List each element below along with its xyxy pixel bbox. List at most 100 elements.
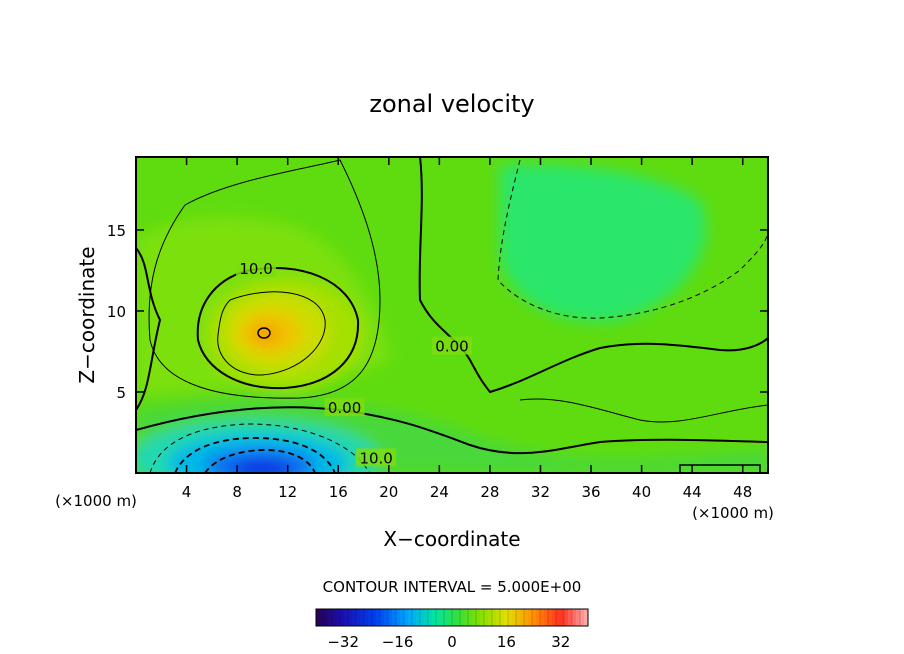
colorbar-cell — [484, 609, 489, 626]
colorbar-cell — [504, 609, 509, 626]
colorbar-frame — [315, 608, 589, 627]
colorbar-tick-label: −32 — [327, 633, 359, 651]
contour-neg-low-middle — [174, 437, 336, 473]
x-tick-label: 48 — [733, 483, 752, 501]
colorbar-cell — [412, 609, 417, 626]
colorbar-cell — [444, 609, 449, 626]
colorbar-cell — [436, 609, 441, 626]
colorbar-cell — [388, 609, 393, 626]
colorbar-tick-label: 16 — [497, 633, 516, 651]
colorbar-cell — [364, 609, 369, 626]
colorbar: −32 −16 0 16 32 — [315, 608, 589, 651]
x-tick-label: 12 — [278, 483, 297, 501]
chart-title: zonal velocity — [369, 90, 534, 118]
y-tick-label: 5 — [116, 384, 126, 402]
plot-area: 10.0 0.00 10.0 0.00 — [136, 157, 768, 473]
contour-five-outer — [148, 159, 381, 399]
colorbar-cell — [392, 609, 397, 626]
colorbar-cell — [524, 609, 529, 626]
contour-zero-main — [418, 157, 768, 394]
contour-twenty-core — [257, 327, 271, 339]
colorbar-cell — [400, 609, 405, 626]
colorbar-cell — [556, 609, 561, 626]
colorbar-cell — [520, 609, 525, 626]
x-tick-label: 28 — [480, 483, 499, 501]
colorbar-cell — [352, 609, 357, 626]
contour-ten-jet — [196, 267, 360, 390]
colorbar-cell — [368, 609, 373, 626]
contour-label: 0.00 — [328, 399, 361, 417]
colorbar-cell — [488, 609, 493, 626]
contour-lines — [136, 157, 768, 473]
colorbar-cell — [472, 609, 477, 626]
contour-five-lower-right — [519, 398, 768, 423]
plot-frame — [135, 156, 769, 474]
x-axis-label: X−coordinate — [383, 527, 520, 551]
negative-upper-right-region — [500, 164, 707, 322]
colorbar-cell — [344, 609, 349, 626]
colorbar-cell — [336, 609, 341, 626]
colorbar-cell — [420, 609, 425, 626]
contour-zero-lower — [136, 406, 768, 455]
colorbar-cell — [324, 609, 329, 626]
colorbar-cell — [408, 609, 413, 626]
x-tick-label: 20 — [379, 483, 398, 501]
x-tick-label: 8 — [232, 483, 242, 501]
jet-core — [252, 324, 280, 344]
colorbar-cell — [328, 609, 333, 626]
colorbar-cell — [432, 609, 437, 626]
colorbar-cell — [476, 609, 481, 626]
y-tick-label: 10 — [107, 303, 126, 321]
colorbar-cell — [560, 609, 565, 626]
contour-label: 10.0 — [359, 449, 392, 467]
colorbar-cell — [528, 609, 533, 626]
colorbar-cell — [516, 609, 521, 626]
contour-labels: 10.0 0.00 10.0 0.00 — [236, 258, 472, 467]
low-core — [232, 460, 292, 473]
contour-small-right — [679, 464, 761, 473]
contour-label-bg — [324, 398, 365, 417]
contour-interval-text: CONTOUR INTERVAL = 5.000E+00 — [323, 578, 582, 596]
colorbar-cell — [552, 609, 557, 626]
colorbar-cell — [496, 609, 501, 626]
colorbar-tick-label: 32 — [551, 633, 570, 651]
colorbar-cell — [320, 609, 325, 626]
colorbar-cell — [424, 609, 429, 626]
colorbar-cell — [428, 609, 433, 626]
colorbar-cell — [460, 609, 465, 626]
contour-label-bg — [356, 448, 397, 467]
colorbar-cell — [340, 609, 345, 626]
colorbar-cell — [568, 609, 573, 626]
contour-label: 10.0 — [239, 260, 272, 278]
contour-label-bg — [236, 258, 277, 277]
colorbar-tick-label: −16 — [382, 633, 414, 651]
x-tick-label: 4 — [182, 483, 192, 501]
colorbar-cell — [532, 609, 537, 626]
y-axis: 5 10 15 — [107, 222, 768, 402]
colorbar-cell — [360, 609, 365, 626]
colorbar-cell — [540, 609, 545, 626]
colorbar-cell — [416, 609, 421, 626]
contour-label-bg — [432, 336, 472, 355]
colorbar-cell — [468, 609, 473, 626]
colorbar-cell — [452, 609, 457, 626]
colorbar-cell — [372, 609, 377, 626]
contour-fifteen-jet — [217, 291, 326, 376]
colorbar-cell — [464, 609, 469, 626]
colorbar-cell — [332, 609, 337, 626]
colorbar-tick-label: 0 — [447, 633, 457, 651]
colorbar-cell — [440, 609, 445, 626]
x-tick-label: 36 — [581, 483, 600, 501]
field-blobs — [136, 164, 768, 473]
colorbar-cell — [316, 609, 321, 626]
colorbar-cell — [536, 609, 541, 626]
colorbar-cell — [396, 609, 401, 626]
colorbar-cell — [544, 609, 549, 626]
colorbar-cell — [384, 609, 389, 626]
colorbar-cell — [492, 609, 497, 626]
contour-label: 0.00 — [435, 338, 468, 356]
x-tick-label: 44 — [683, 483, 702, 501]
x-axis: 4 8 12 16 20 24 28 32 36 40 44 48 — [182, 157, 752, 501]
colorbar-cell — [564, 609, 569, 626]
